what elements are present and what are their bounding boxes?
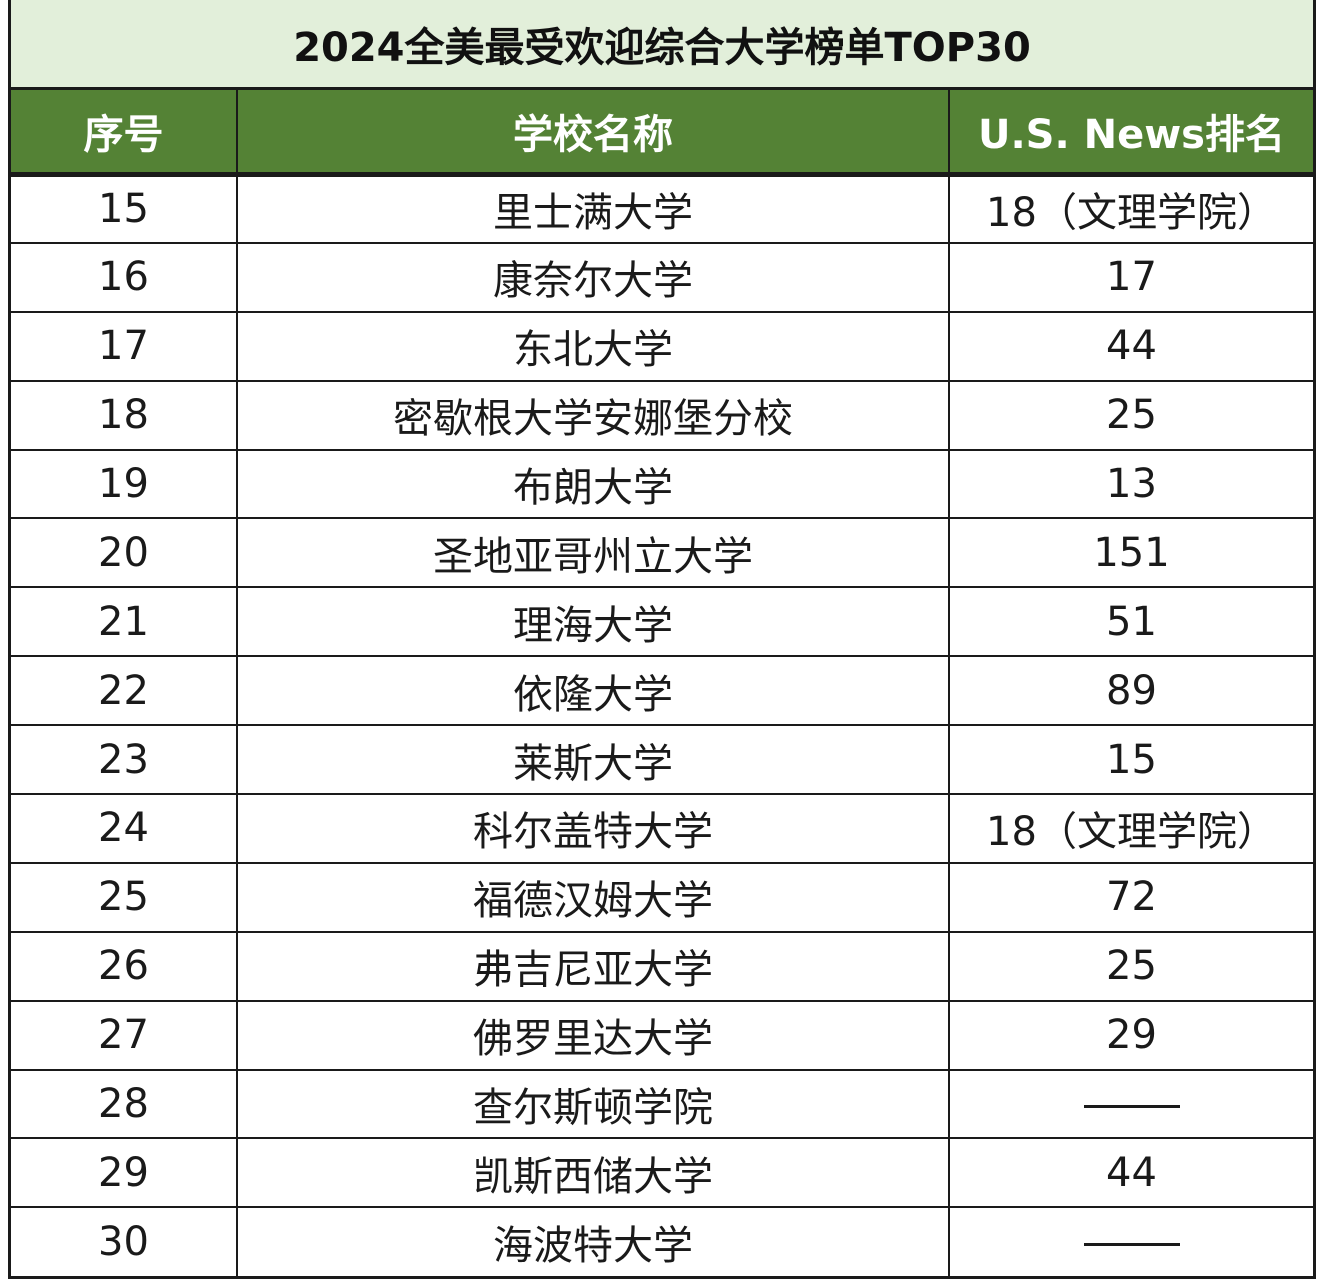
cell-school-name: 康奈尔大学 xyxy=(237,242,950,313)
cell-rank: 25 xyxy=(949,931,1313,1002)
cell-index: 15 xyxy=(11,174,238,244)
header-rank: U.S. News排名 xyxy=(949,90,1313,177)
cell-school-name: 莱斯大学 xyxy=(237,725,950,796)
cell-school-name: 海波特大学 xyxy=(237,1207,950,1277)
cell-school-name: 圣地亚哥州立大学 xyxy=(237,518,950,589)
cell-index: 20 xyxy=(11,518,238,589)
no-rank-dash xyxy=(1083,1104,1180,1108)
table-row: 15 里士满大学 18（文理学院） xyxy=(11,174,1313,244)
table-row: 27 佛罗里达大学 29 xyxy=(11,1000,1313,1071)
table-row: 21 理海大学 51 xyxy=(11,587,1313,658)
cell-index: 21 xyxy=(11,587,238,658)
cell-index: 25 xyxy=(11,862,238,933)
cell-index: 27 xyxy=(11,1000,238,1071)
cell-index: 28 xyxy=(11,1069,238,1140)
cell-school-name: 福德汉姆大学 xyxy=(237,862,950,933)
table-row: 19 布朗大学 13 xyxy=(11,449,1313,520)
cell-index: 29 xyxy=(11,1138,238,1209)
table-row: 17 东北大学 44 xyxy=(11,311,1313,382)
table-row: 18 密歇根大学安娜堡分校 25 xyxy=(11,380,1313,451)
cell-school-name: 布朗大学 xyxy=(237,449,950,520)
cell-index: 17 xyxy=(11,311,238,382)
cell-index: 16 xyxy=(11,242,238,313)
cell-rank: 29 xyxy=(949,1000,1313,1071)
cell-school-name: 科尔盖特大学 xyxy=(237,794,950,864)
header-index: 序号 xyxy=(11,90,238,177)
cell-rank: 51 xyxy=(949,587,1313,658)
cell-index: 22 xyxy=(11,656,238,727)
no-rank-dash xyxy=(1083,1242,1180,1246)
cell-school-name: 里士满大学 xyxy=(237,174,950,244)
table-body: 15 里士满大学 18（文理学院） 16 康奈尔大学 17 17 东北大学 44 18 密歇根大学安… xyxy=(11,174,1313,1277)
ranking-table: 序号 学校名称 U.S. News排名 15 里士满大学 18（文理学院） 16 康奈尔… xyxy=(11,90,1313,1277)
cell-index: 18 xyxy=(11,380,238,451)
cell-rank: 13 xyxy=(949,449,1313,520)
table-row: 29 凯斯西储大学 44 xyxy=(11,1138,1313,1209)
cell-index: 30 xyxy=(11,1207,238,1277)
header-school: 学校名称 xyxy=(237,90,950,177)
cell-rank: 151 xyxy=(949,518,1313,589)
cell-index: 23 xyxy=(11,725,238,796)
cell-rank: 15 xyxy=(949,725,1313,796)
cell-rank: 18（文理学院） xyxy=(949,794,1313,864)
cell-rank: 25 xyxy=(949,380,1313,451)
table-row: 20 圣地亚哥州立大学 151 xyxy=(11,518,1313,589)
cell-school-name: 东北大学 xyxy=(237,311,950,382)
cell-rank: 17 xyxy=(949,242,1313,313)
header-row: 序号 学校名称 U.S. News排名 xyxy=(11,90,1313,177)
cell-index: 19 xyxy=(11,449,238,520)
cell-school-name: 佛罗里达大学 xyxy=(237,1000,950,1071)
cell-rank: 72 xyxy=(949,862,1313,933)
ranking-table-sheet: 2024全美最受欢迎综合大学榜单TOP30 序号 学校名称 U.S. News排… xyxy=(8,0,1316,1279)
table-row: 30 海波特大学 xyxy=(11,1207,1313,1277)
cell-rank-empty xyxy=(949,1207,1313,1276)
table-row: 22 依隆大学 89 xyxy=(11,656,1313,727)
cell-rank: 44 xyxy=(949,311,1313,382)
table-row: 26 弗吉尼亚大学 25 xyxy=(11,931,1313,1002)
table-row: 24 科尔盖特大学 18（文理学院） xyxy=(11,794,1313,864)
cell-school-name: 查尔斯顿学院 xyxy=(237,1069,950,1140)
cell-school-name: 密歇根大学安娜堡分校 xyxy=(237,380,950,451)
table-row: 23 莱斯大学 15 xyxy=(11,725,1313,796)
table-row: 28 查尔斯顿学院 xyxy=(11,1069,1313,1140)
cell-rank-empty xyxy=(949,1069,1313,1140)
cell-school-name: 依隆大学 xyxy=(237,656,950,727)
table-title: 2024全美最受欢迎综合大学榜单TOP30 xyxy=(11,0,1313,90)
table-row: 16 康奈尔大学 17 xyxy=(11,242,1313,313)
cell-school-name: 弗吉尼亚大学 xyxy=(237,931,950,1002)
cell-index: 26 xyxy=(11,931,238,1002)
cell-rank: 18（文理学院） xyxy=(949,174,1313,244)
cell-index: 24 xyxy=(11,794,238,864)
table-row: 25 福德汉姆大学 72 xyxy=(11,862,1313,933)
cell-rank: 89 xyxy=(949,656,1313,727)
cell-rank: 44 xyxy=(949,1138,1313,1209)
cell-school-name: 理海大学 xyxy=(237,587,950,658)
cell-school-name: 凯斯西储大学 xyxy=(237,1138,950,1209)
